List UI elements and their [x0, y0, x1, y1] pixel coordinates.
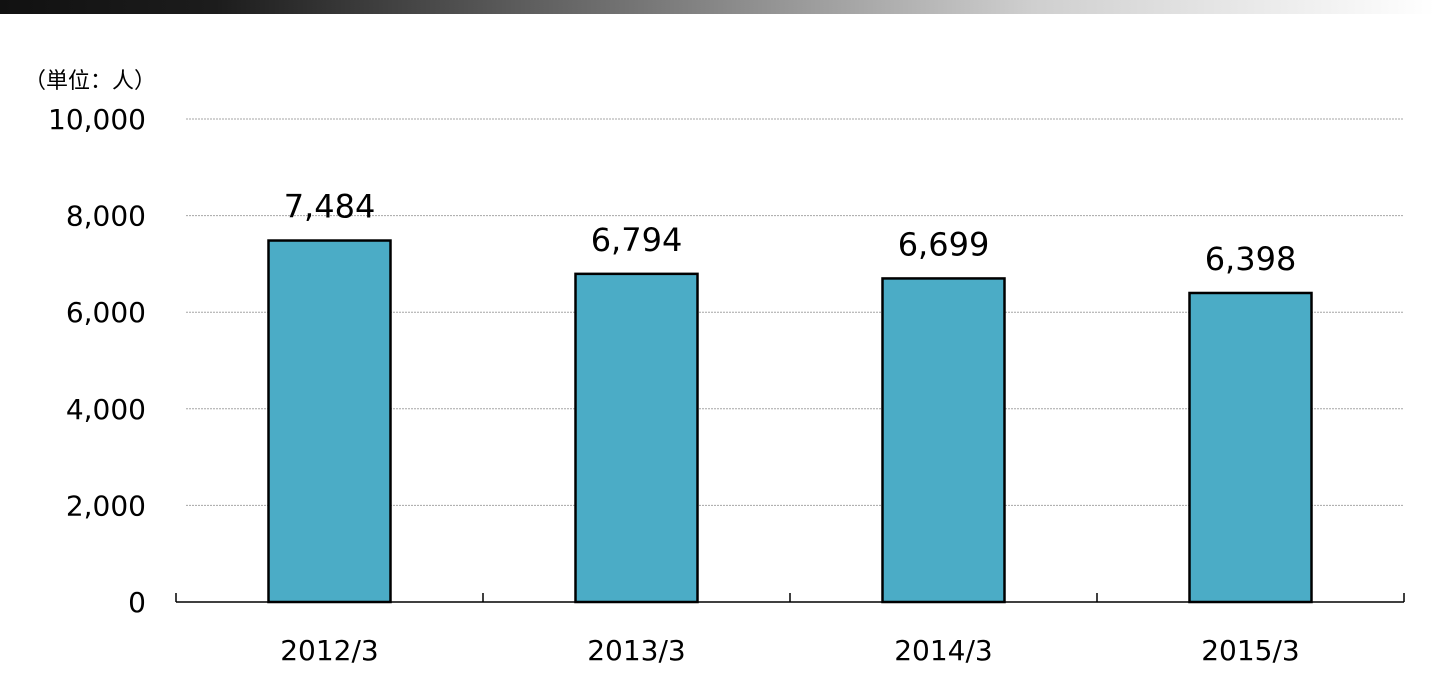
bar [267, 239, 392, 604]
y-tick-label: 10,000 [48, 103, 146, 136]
data-label: 6,699 [898, 225, 990, 263]
y-tick-label: 6,000 [66, 296, 146, 329]
x-tick-label: 2015/3 [1201, 634, 1300, 667]
bar [1188, 291, 1313, 604]
header-gradient-bar [0, 0, 1435, 14]
x-tick-label: 2013/3 [587, 634, 686, 667]
y-tick-label: 8,000 [66, 200, 146, 233]
data-labels: 7,484 6,794 6,699 6,398 [284, 188, 1297, 278]
x-tick-label: 2012/3 [280, 634, 379, 667]
y-tick-label: 4,000 [66, 393, 146, 426]
data-label: 7,484 [284, 188, 376, 226]
y-tick-label: 2,000 [66, 489, 146, 522]
x-axis-ticks: 2012/3 2013/3 2014/3 2015/3 [280, 634, 1300, 667]
bar [881, 277, 1006, 604]
y-axis-ticks: 0 2,000 4,000 6,000 8,000 10,000 [48, 103, 146, 619]
y-tick-label: 0 [128, 586, 146, 619]
unit-label: （単位：人） [24, 69, 156, 94]
x-tick-label: 2014/3 [894, 634, 993, 667]
data-label: 6,398 [1205, 240, 1297, 278]
bar [574, 272, 699, 604]
bars [267, 239, 1313, 604]
data-label: 6,794 [591, 221, 683, 259]
x-axis [175, 593, 1405, 603]
